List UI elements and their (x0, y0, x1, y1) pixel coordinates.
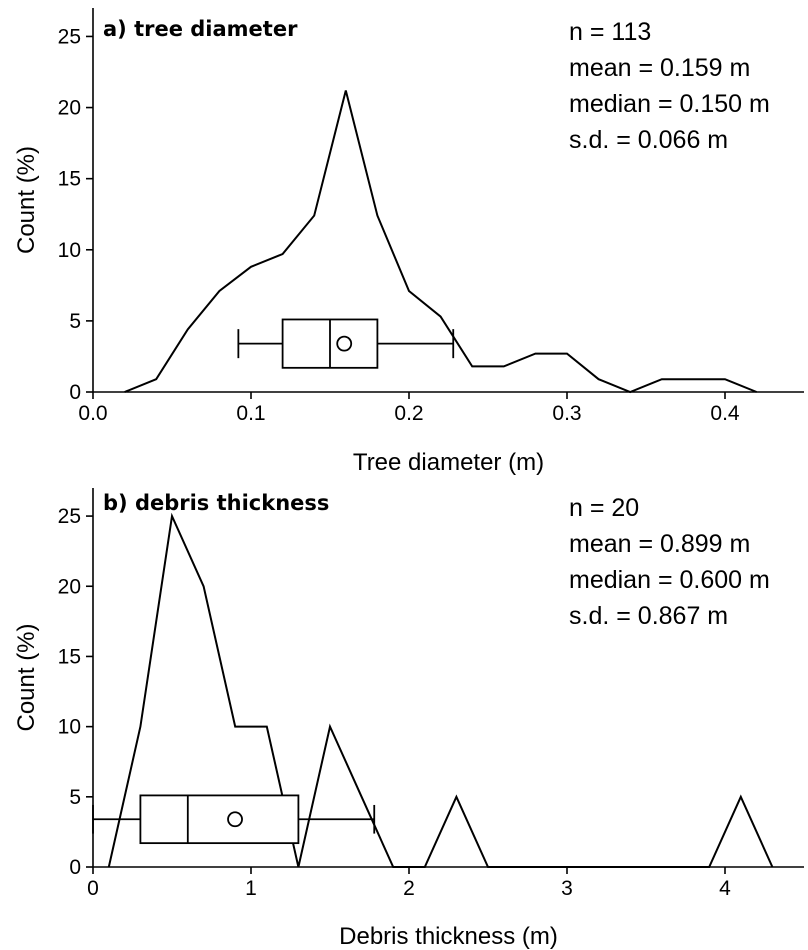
panel-a: 0 5 10 15 20 25 0.0 0.1 0.2 0.3 0.4 Tree diameter (… (13, 8, 804, 476)
x-tick-label: 0.0 (78, 402, 107, 425)
x-axis-label: Tree diameter (m) (353, 449, 544, 476)
x-tick-label: 0.4 (710, 402, 740, 425)
x-tick-label: 0.2 (394, 402, 423, 425)
mean-marker (336, 335, 353, 352)
stat-line: s.d. = 0.066 m (569, 126, 728, 154)
panel-b: 0 5 10 15 20 25 0 1 2 3 4 Debris thickness (m) Count… (13, 488, 804, 950)
y-tick-label: 20 (58, 575, 81, 598)
mean-marker (227, 811, 243, 828)
y-axis-label: Count (%) (13, 623, 40, 731)
y-tick-label: 15 (58, 168, 81, 191)
stat-line: median = 0.600 m (569, 566, 770, 594)
iqr-box (139, 794, 300, 845)
frequency-line (124, 90, 757, 394)
y-tick-label: 10 (58, 239, 81, 262)
y-tick-label: 25 (58, 505, 81, 528)
y-tick-label: 20 (58, 97, 81, 120)
y-tick-label: 0 (69, 381, 81, 404)
y-tick-label: 5 (69, 786, 81, 809)
stat-line: median = 0.150 m (569, 90, 770, 118)
x-tick-label: 0.1 (236, 402, 265, 425)
stat-line: n = 20 (569, 494, 639, 522)
x-tick-label: 4 (719, 877, 731, 900)
x-tick-label: 0 (87, 877, 99, 900)
stat-line: mean = 0.159 m (569, 54, 750, 82)
panel-title: a) tree diameter (103, 17, 298, 41)
x-tick-label: 0.3 (552, 402, 581, 425)
panel-title: b) debris thickness (103, 491, 329, 515)
x-tick-label: 2 (403, 877, 415, 900)
x-tick-label: 3 (561, 877, 573, 900)
frequency-line (107, 512, 774, 868)
y-tick-label: 25 (58, 25, 81, 48)
y-tick-label: 10 (58, 716, 81, 739)
stat-line: s.d. = 0.867 m (569, 602, 728, 630)
y-tick-label: 15 (58, 645, 81, 668)
x-tick-label: 1 (245, 877, 257, 900)
stat-line: mean = 0.899 m (569, 530, 750, 558)
stat-line: n = 113 (569, 18, 651, 46)
y-axis-label: Count (%) (13, 146, 40, 254)
y-tick-label: 5 (69, 310, 81, 333)
y-tick-label: 0 (69, 856, 81, 879)
x-axis-label: Debris thickness (m) (339, 923, 558, 950)
